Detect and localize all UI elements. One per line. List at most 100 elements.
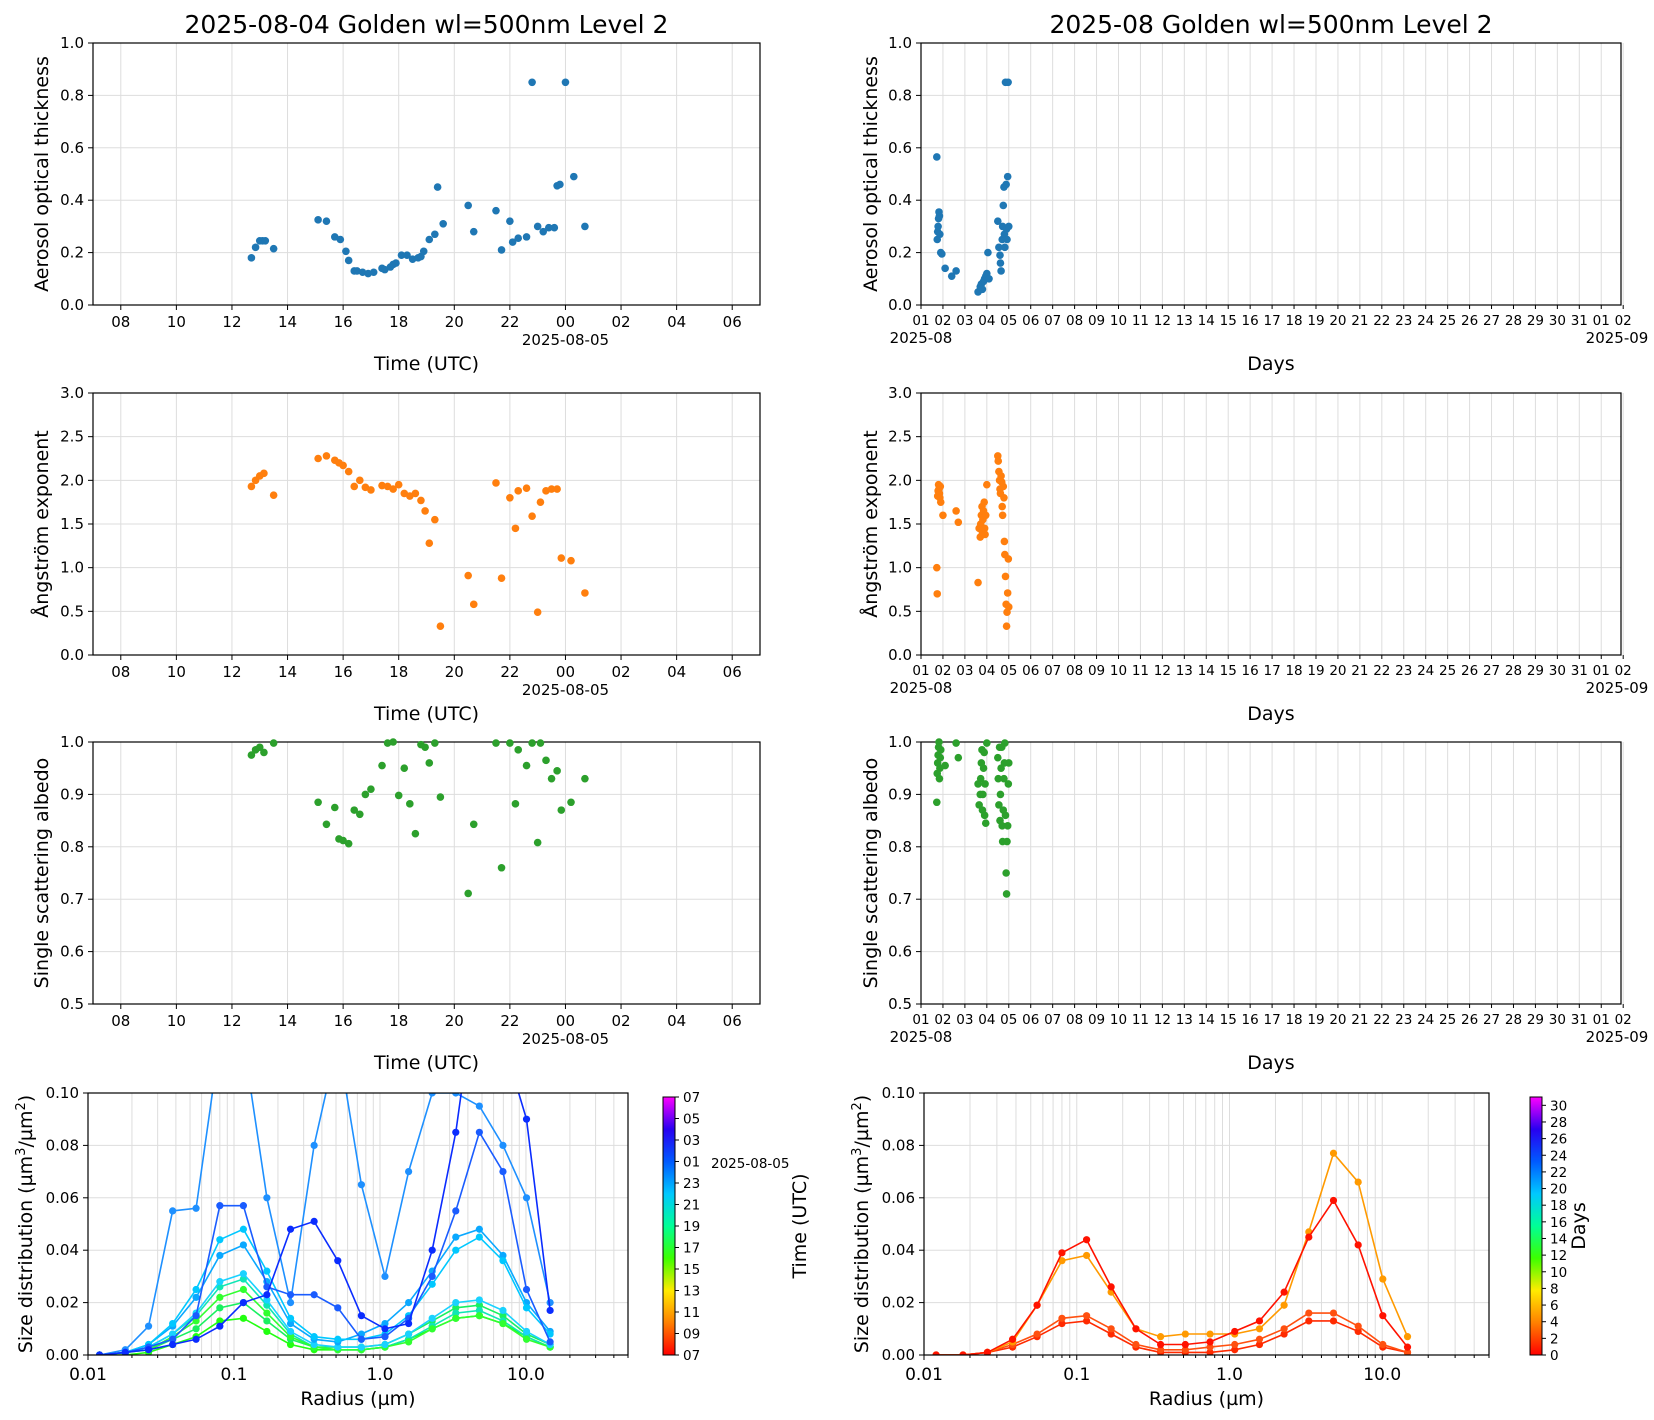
x-tick-label: 12 [1154, 1012, 1171, 1028]
data-point [350, 806, 359, 814]
data-point [1082, 1317, 1091, 1325]
data-point [1058, 1257, 1066, 1265]
data-point [367, 486, 375, 494]
y-tick-label: 0.04 [46, 1241, 79, 1259]
data-point [514, 746, 523, 754]
data-point [981, 819, 990, 828]
data-point [464, 571, 472, 580]
data-point [286, 1319, 295, 1328]
colorbar-tick-label: 13 [683, 1284, 700, 1300]
data-point [247, 482, 256, 491]
data-point [239, 1241, 247, 1249]
data-point [1003, 822, 1012, 830]
series-line [99, 1228, 551, 1355]
data-point [314, 798, 322, 807]
y-axis-label: Aerosol optical thickness [31, 56, 53, 292]
data-point [996, 259, 1005, 267]
x-axis-label: Radius (µm) [300, 1388, 415, 1410]
y-tick-label: 0.0 [888, 296, 912, 314]
x-tick-label: 10 [167, 1012, 186, 1030]
data-point [522, 1115, 531, 1123]
data-point [954, 518, 963, 527]
data-point [522, 761, 531, 770]
y-tick-label: 1.0 [888, 733, 912, 751]
data-point [1354, 1327, 1362, 1336]
data-point [996, 251, 1004, 260]
data-point [546, 1338, 554, 1346]
data-point [261, 237, 270, 245]
data-point [310, 1217, 318, 1225]
data-point [974, 578, 982, 587]
data-point [553, 767, 561, 775]
data-point [1082, 1236, 1091, 1244]
series-line [99, 1093, 551, 1355]
data-point [546, 1306, 554, 1315]
data-point [1255, 1335, 1264, 1343]
data-point [497, 246, 506, 254]
y-tick-label: 0.9 [888, 785, 912, 803]
colorbar-tick-label: 15 [683, 1262, 700, 1278]
left-chart-title: 2025-08-04 Golden wl=500nm Level 2 [185, 10, 669, 39]
y-tick-label: 0.2 [60, 244, 84, 262]
x-tick-label: 20 [445, 1012, 464, 1030]
x-tick-label: 21 [1351, 663, 1368, 679]
y-tick-label: 2.5 [888, 428, 912, 446]
data-point [361, 790, 370, 799]
data-point [1181, 1346, 1189, 1354]
data-point [314, 454, 322, 463]
data-point [936, 746, 945, 754]
data-point [994, 753, 1002, 762]
data-point [1157, 1346, 1165, 1354]
x-tick-label: 25 [1439, 313, 1456, 329]
data-point [497, 574, 506, 582]
x-tick-label: 18 [389, 1012, 408, 1030]
y-tick-label: 0.5 [888, 995, 912, 1013]
data-point [357, 1335, 365, 1343]
y-axis-label: Size distribution (µm3/µm2) [14, 1095, 37, 1353]
data-point [247, 254, 256, 262]
x-tick-label: 05 [1000, 313, 1017, 329]
data-point [997, 267, 1005, 275]
x-tick-label: 27 [1483, 313, 1500, 329]
x-tick-label: 15 [1220, 1012, 1237, 1028]
data-point [1329, 1317, 1338, 1325]
data-point [952, 267, 960, 275]
data-point [1231, 1346, 1239, 1354]
data-point [216, 1251, 224, 1260]
x-tick-label: 15 [1220, 663, 1237, 679]
x-tick-label: 10 [1110, 1012, 1127, 1028]
data-point [475, 1225, 483, 1233]
data-point [286, 1299, 295, 1307]
x-tick-label: 0.01 [69, 1365, 107, 1385]
x-tick-label: 01 [912, 313, 929, 329]
data-point [392, 259, 400, 267]
x-tick-label: 05 [1000, 663, 1017, 679]
data-point [1004, 78, 1012, 87]
data-point [544, 223, 553, 232]
data-point [1329, 1196, 1338, 1205]
data-point [1002, 622, 1011, 630]
data-point [954, 753, 963, 762]
data-point [1107, 1325, 1115, 1333]
data-point [1354, 1241, 1362, 1249]
data-point [310, 1333, 318, 1341]
data-point [428, 1093, 436, 1097]
data-point [557, 806, 566, 814]
x-tick-label: 00 [556, 313, 575, 331]
data-point [556, 180, 564, 189]
data-point [581, 589, 589, 597]
data-point [421, 507, 429, 515]
data-point [452, 1207, 460, 1215]
data-point [405, 1299, 413, 1307]
data-point [286, 1340, 295, 1349]
data-point [1231, 1340, 1239, 1349]
data-point [452, 1128, 460, 1136]
data-point [322, 217, 331, 225]
data-point [936, 498, 945, 506]
data-point [528, 78, 536, 87]
data-point [263, 1317, 271, 1325]
x-tick-label: 01 [912, 663, 929, 679]
series-line [936, 1312, 1408, 1355]
month-start-label: 2025-08 [890, 679, 953, 697]
data-point [932, 153, 941, 161]
